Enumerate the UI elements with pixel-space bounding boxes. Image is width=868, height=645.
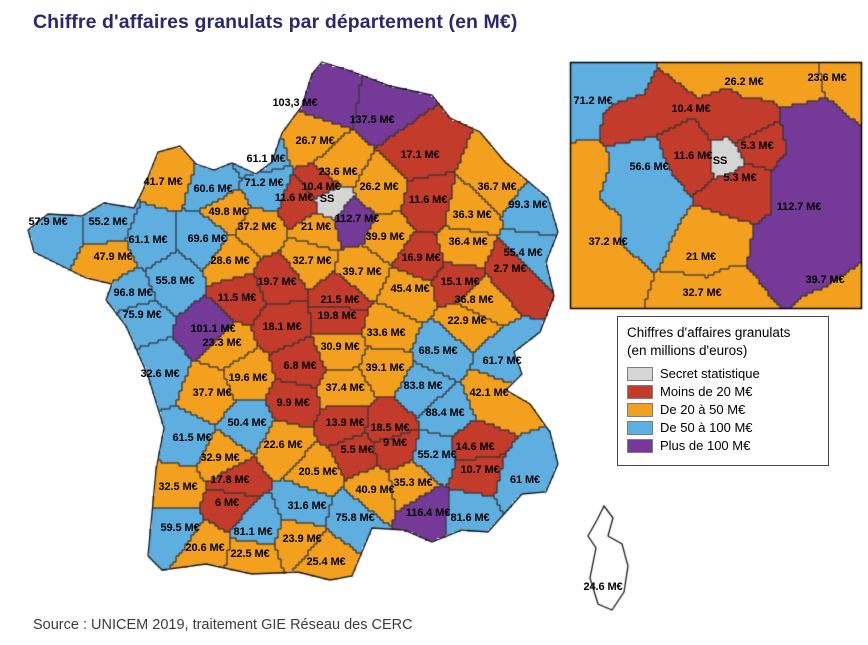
legend-item-label: Plus de 100 M€: [660, 438, 751, 454]
legend-item-label: Moins de 20 M€: [660, 384, 753, 400]
legend-item-label: Secret statistique: [660, 366, 760, 382]
legend-item: Secret statistique: [627, 366, 819, 381]
legend-swatch-red: [627, 384, 653, 399]
legend-swatch-orange: [627, 402, 653, 417]
legend-title-line2: (en millions d'euros): [627, 342, 748, 358]
legend-item-label: De 20 à 50 M€: [660, 402, 746, 418]
legend-title-line1: Chiffres d'affaires granulats: [627, 325, 791, 340]
legend-item: Moins de 20 M€: [627, 384, 819, 399]
legend-swatch-purple: [627, 438, 653, 453]
legend-item: Plus de 100 M€: [627, 438, 819, 453]
source-note: Source : UNICEM 2019, traitement GIE Rés…: [33, 617, 413, 633]
legend-item-label: De 50 à 100 M€: [660, 420, 753, 436]
legend-item: De 50 à 100 M€: [627, 420, 819, 435]
legend-title: Chiffres d'affaires granulats (en millio…: [627, 324, 819, 359]
legend-swatch-blue: [627, 420, 653, 435]
legend-swatch-gray: [627, 366, 653, 381]
legend-items: Secret statistique Moins de 20 M€ De 20 à …: [627, 366, 819, 453]
legend-box: Chiffres d'affaires granulats (en millio…: [617, 316, 829, 467]
legend-item: De 20 à 50 M€: [627, 402, 819, 417]
